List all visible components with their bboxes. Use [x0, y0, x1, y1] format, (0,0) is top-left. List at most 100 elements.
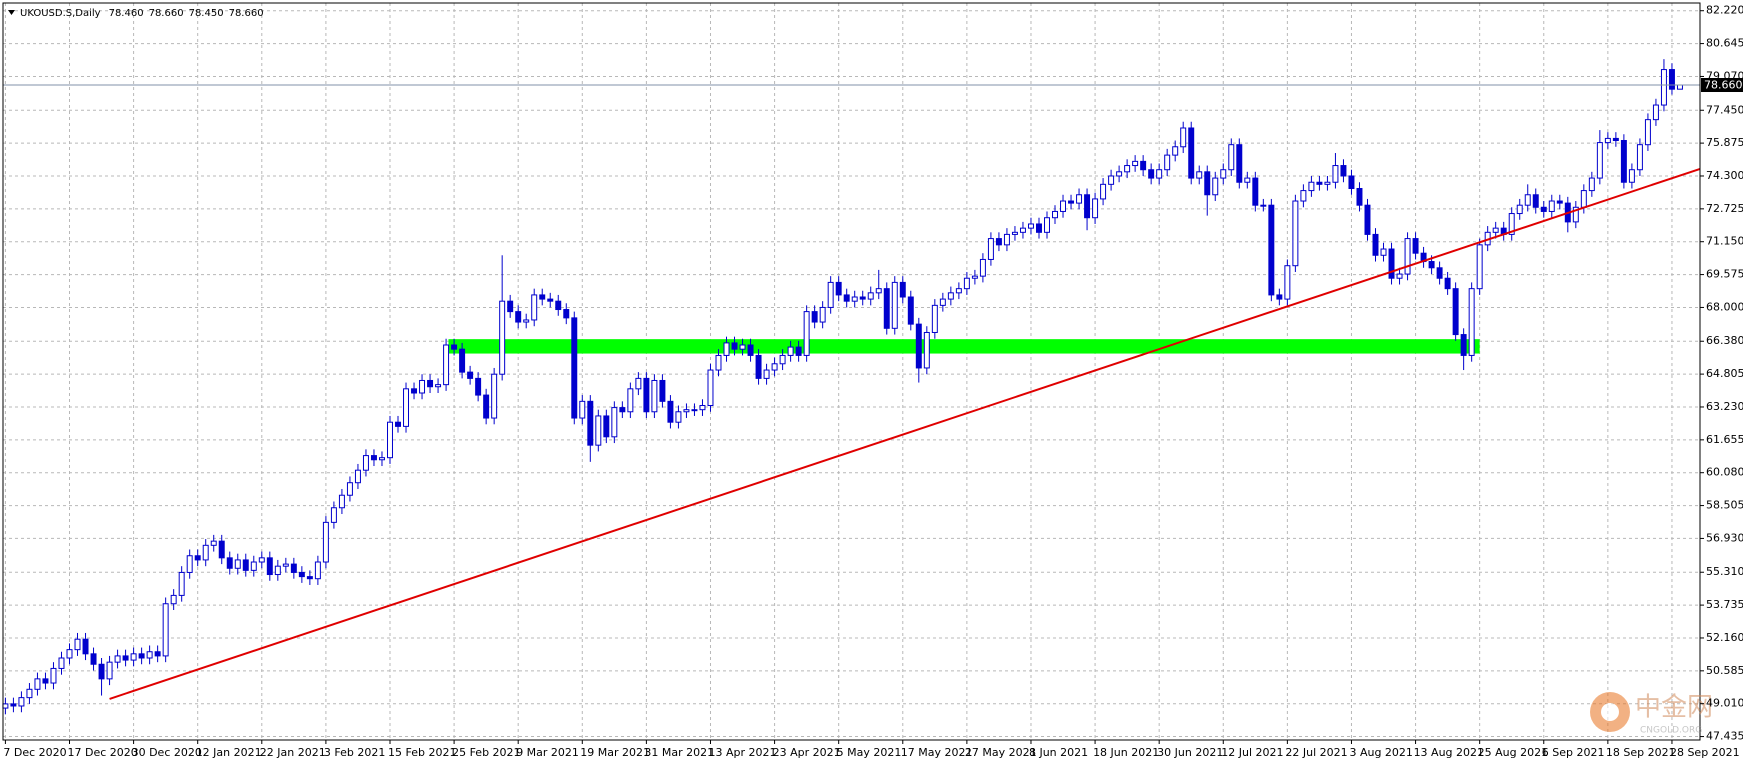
candle-body — [1356, 188, 1363, 206]
y-tick-label: 52.160 — [1706, 631, 1743, 644]
watermark-title: 中金网 — [1635, 693, 1713, 723]
watermark-subtitle: CNGOLD.ORG — [1640, 726, 1702, 736]
candle-body — [1084, 194, 1091, 219]
x-tick-label: 18 Jun 2021 — [1093, 746, 1159, 759]
y-tick-label: 49.010 — [1706, 697, 1743, 710]
x-tick-label: 27 May 2021 — [965, 746, 1037, 759]
candle-body — [827, 281, 834, 308]
y-tick-label: 47.435 — [1706, 730, 1743, 743]
price-label: 78.660 — [1704, 79, 1743, 92]
candle-body — [387, 421, 393, 459]
candle-body — [795, 346, 802, 356]
candle-body — [1364, 204, 1371, 235]
candle-body — [1428, 261, 1435, 269]
candle-body — [1011, 231, 1018, 235]
candle-body — [459, 348, 466, 373]
candle-body — [1508, 213, 1515, 235]
candle-body — [659, 379, 666, 402]
candle-body — [98, 663, 105, 680]
x-tick-label: 12 Jan 2021 — [196, 746, 262, 759]
menu-arrow[interactable] — [8, 10, 15, 15]
candle-body — [354, 469, 361, 484]
x-tick-label: 9 Mar 2021 — [516, 746, 579, 759]
candle-body — [370, 455, 377, 461]
candle-body — [1348, 175, 1355, 190]
candle-body — [1396, 273, 1403, 279]
candle-body — [1548, 200, 1555, 212]
x-tick-label: 13 Apr 2021 — [708, 746, 776, 759]
candle-body — [122, 655, 129, 661]
candle-body — [1556, 200, 1563, 204]
x-tick-label: 15 Feb 2021 — [388, 746, 456, 759]
candle-body — [1212, 177, 1219, 196]
candle-body — [403, 388, 410, 427]
header-close: 78.660 — [229, 8, 264, 19]
candle-body — [611, 407, 618, 438]
candle-body — [1292, 200, 1299, 267]
candle-body — [1076, 194, 1083, 204]
candle-body — [1604, 137, 1611, 144]
chart-header: UKOUSD.S,Daily 78.460 78.660 78.450 78.660 — [20, 8, 264, 19]
candle-body — [539, 294, 546, 300]
candle-body — [563, 309, 570, 319]
chart-title: UKOUSD.S,Daily — [20, 8, 101, 19]
candle-body — [683, 409, 690, 413]
candle-body — [803, 311, 810, 356]
candle-body — [162, 603, 169, 657]
candle-body — [338, 494, 345, 509]
candle-body — [1260, 204, 1267, 207]
y-tick-label: 72.725 — [1706, 202, 1743, 215]
y-tick-label: 60.080 — [1706, 466, 1743, 479]
candle-body — [1132, 160, 1139, 167]
candle-body — [995, 238, 1002, 246]
candle-body — [859, 296, 866, 300]
candle-body — [1580, 190, 1587, 208]
candle-body — [739, 344, 746, 350]
x-tick-label: 13 Aug 2021 — [1414, 746, 1484, 759]
candle-body — [499, 300, 506, 375]
candle-body — [1124, 165, 1131, 173]
candle-body — [987, 238, 994, 260]
candle-body — [1019, 227, 1026, 233]
candle-body — [515, 311, 522, 323]
candle-body — [1532, 194, 1539, 208]
x-tick-label: 30 Jun 2021 — [1157, 746, 1223, 759]
candle-body — [579, 400, 586, 419]
x-tick-label: 3 Feb 2021 — [324, 746, 385, 759]
x-tick-label: 25 Aug 2021 — [1478, 746, 1548, 759]
candle-body — [443, 344, 450, 386]
candle-body — [427, 379, 434, 388]
candle-body — [1068, 200, 1075, 204]
marks-layer — [2, 59, 1701, 715]
candle-body — [1252, 177, 1259, 206]
candle-body — [1324, 181, 1331, 185]
candle-body — [1388, 248, 1395, 279]
candle-body — [1276, 294, 1283, 300]
candle-body — [1204, 171, 1211, 196]
candle-body — [290, 563, 297, 573]
candle-body — [907, 296, 914, 325]
y-tick-label: 50.585 — [1706, 664, 1743, 677]
candle-body — [1036, 223, 1042, 233]
candle-body — [1340, 165, 1347, 177]
candle-body — [1636, 144, 1643, 171]
candle-body — [883, 288, 890, 329]
candle-body — [362, 455, 369, 471]
x-tick-label: 31 Mar 2021 — [644, 746, 714, 759]
y-tick-label: 55.310 — [1706, 565, 1743, 578]
candle-body — [194, 555, 201, 561]
candle-body — [1308, 181, 1315, 192]
candle-body — [1220, 169, 1227, 179]
candle-body — [1668, 69, 1675, 90]
candle-body — [298, 571, 305, 578]
candle-body — [1140, 160, 1147, 171]
x-tick-label: 18 Sep 2021 — [1606, 746, 1676, 759]
candle-body — [571, 317, 578, 419]
candle-body — [819, 306, 826, 323]
candle-body — [1044, 217, 1050, 233]
candle-body — [1228, 144, 1235, 171]
candle-body — [1172, 146, 1179, 156]
candle-body — [154, 651, 161, 657]
candle-body — [395, 421, 401, 427]
